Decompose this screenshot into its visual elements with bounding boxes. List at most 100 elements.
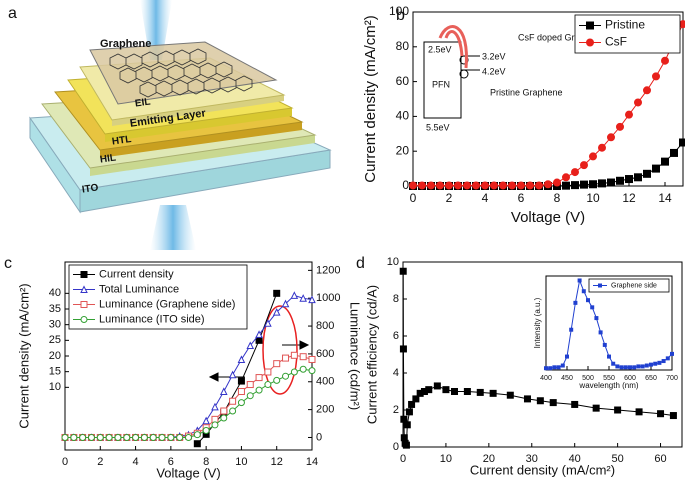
marker (433, 382, 441, 390)
marker (679, 138, 685, 147)
legend-box (588, 278, 670, 293)
panel-label: b (396, 7, 405, 24)
marker (586, 298, 590, 303)
marker (149, 433, 157, 441)
marker (219, 387, 228, 396)
eml-front (105, 108, 292, 142)
marker (548, 366, 553, 371)
legend-label: Current density (99, 268, 174, 280)
y2-tick-label: 1000 (316, 292, 340, 304)
x-tick-label: 0 (62, 456, 68, 468)
x-tick-label: 4 (133, 456, 139, 468)
marker (96, 433, 104, 441)
marker (237, 377, 245, 385)
marker (616, 176, 624, 185)
marker (636, 364, 641, 369)
marker (615, 364, 620, 369)
marker (463, 181, 471, 190)
marker (506, 391, 514, 399)
marker (616, 122, 624, 131)
marker (607, 178, 615, 187)
marker (132, 433, 140, 441)
inset-label: 3.2eV (482, 51, 506, 61)
x-tick-label: 2 (446, 191, 453, 205)
marker (628, 365, 632, 370)
marker (405, 408, 413, 416)
marker (590, 305, 595, 310)
electron (459, 69, 469, 79)
marker (281, 299, 290, 308)
marker (193, 431, 201, 439)
marker (123, 433, 131, 441)
marker (442, 386, 450, 394)
x-tick-label: 0 (410, 191, 417, 205)
marker (246, 381, 254, 389)
x-tick-label: 600 (624, 375, 636, 382)
marker (571, 400, 579, 408)
marker (246, 341, 255, 350)
marker (634, 98, 642, 107)
marker (140, 433, 148, 441)
marker (670, 351, 674, 356)
marker (193, 440, 201, 448)
marker (451, 388, 459, 395)
marker (403, 421, 411, 429)
marker (526, 181, 534, 190)
legend-box (68, 264, 248, 330)
y-tick-label: 2 (393, 404, 399, 416)
marker (402, 441, 410, 449)
y-tick-label: 20 (396, 143, 410, 157)
marker (308, 367, 316, 375)
x-tick-label: 30 (526, 453, 538, 465)
x-tick-label: 60 (654, 453, 666, 465)
electron (459, 55, 469, 65)
inset-label: CsF doped Graphene (518, 32, 605, 42)
htl-front (100, 122, 302, 158)
inset-label: Pristine Graphene (490, 87, 563, 97)
inset-label: 5.5eV (426, 122, 450, 132)
marker (105, 433, 113, 441)
marker (273, 376, 281, 384)
marker (634, 173, 642, 182)
marker (290, 291, 299, 299)
y-axis-label: Current efficiency (cd/A) (364, 285, 379, 424)
legend-label: Graphene side (611, 282, 657, 289)
marker (625, 175, 633, 184)
x-tick-label: 400 (540, 375, 552, 382)
y-tick-label: 10 (387, 256, 399, 268)
x-tick-label: 10 (586, 191, 600, 205)
legend-label: Pristine (605, 18, 645, 32)
marker (598, 143, 606, 152)
transfer-arrow (438, 25, 468, 69)
marker (571, 181, 579, 190)
marker (665, 356, 670, 361)
panel-label: c (4, 255, 12, 272)
marker (246, 392, 254, 400)
legend-label: CsF (605, 35, 627, 49)
marker (61, 433, 69, 441)
y2-tick-label: 1200 (316, 264, 340, 276)
x-axis-label: wavelength (nm) (578, 381, 638, 390)
y-tick-label: 0 (402, 178, 409, 192)
marker (535, 181, 543, 190)
marker (499, 181, 507, 190)
marker (553, 178, 561, 187)
y-tick-label: 10 (49, 381, 61, 393)
y-tick-label: 8 (393, 293, 399, 305)
marker (264, 319, 272, 327)
marker (652, 164, 660, 173)
arrow-head (299, 340, 310, 350)
marker (229, 407, 237, 415)
x-tick-label: 14 (658, 191, 672, 205)
legend-box (574, 14, 681, 54)
y-axis-label: Current density (mA/cm²) (362, 15, 379, 183)
hil-front (90, 135, 315, 176)
marker (220, 414, 228, 422)
marker (80, 271, 88, 278)
legend-label: Luminance (Graphene side) (99, 298, 235, 310)
marker (220, 407, 228, 415)
marker (273, 289, 281, 297)
marker (70, 433, 78, 441)
inset-label: PFN (432, 79, 450, 89)
marker (211, 421, 219, 429)
